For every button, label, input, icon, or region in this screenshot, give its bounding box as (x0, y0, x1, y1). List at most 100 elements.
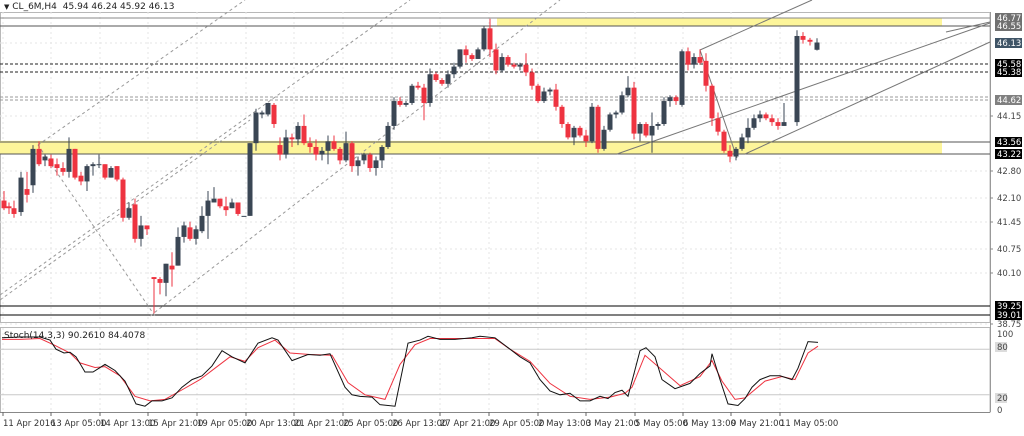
candle[interactable] (499, 53, 505, 73)
candle[interactable] (661, 97, 667, 126)
candle[interactable] (439, 78, 445, 86)
candle[interactable] (343, 131, 349, 163)
candle[interactable] (577, 125, 583, 138)
candle[interactable] (703, 53, 709, 92)
candle[interactable] (114, 166, 120, 182)
candle[interactable] (685, 47, 691, 71)
support-resistance-zone[interactable] (497, 18, 942, 27)
candle[interactable] (631, 81, 637, 140)
candle[interactable] (469, 53, 475, 61)
candle[interactable] (241, 215, 247, 217)
candle[interactable] (481, 26, 487, 52)
candle[interactable] (223, 196, 229, 216)
candle[interactable] (721, 129, 727, 153)
channel-line-dotted[interactable] (149, 0, 561, 317)
candle[interactable] (253, 108, 259, 151)
candle[interactable] (54, 158, 60, 176)
candle[interactable] (613, 110, 619, 119)
candle[interactable] (319, 146, 325, 161)
candle[interactable] (709, 83, 715, 126)
candle[interactable] (511, 62, 517, 69)
candle[interactable] (163, 263, 169, 297)
candle[interactable] (800, 32, 806, 44)
candle[interactable] (193, 225, 199, 245)
candle[interactable] (90, 162, 96, 176)
candle[interactable] (48, 154, 54, 169)
candle[interactable] (487, 18, 493, 58)
candle[interactable] (697, 49, 703, 65)
candle[interactable] (144, 225, 150, 236)
candle[interactable] (277, 137, 283, 161)
candle[interactable] (451, 62, 457, 79)
candle[interactable] (463, 45, 469, 63)
candle[interactable] (217, 198, 223, 209)
candle[interactable] (385, 122, 391, 149)
candle[interactable] (30, 145, 36, 193)
candle[interactable] (36, 141, 42, 167)
candle[interactable] (78, 171, 84, 186)
candle[interactable] (199, 206, 205, 234)
candle[interactable] (120, 177, 126, 222)
candle[interactable] (126, 202, 132, 220)
channel-line-dotted[interactable] (0, 0, 411, 296)
candle[interactable] (745, 118, 751, 144)
candle[interactable] (691, 53, 697, 69)
candle[interactable] (403, 101, 409, 107)
candle[interactable] (715, 112, 721, 136)
candle[interactable] (655, 122, 661, 130)
candle[interactable] (373, 156, 379, 176)
candle[interactable] (60, 162, 66, 176)
candle[interactable] (361, 152, 367, 165)
candle[interactable] (169, 252, 175, 287)
candle[interactable] (541, 87, 547, 103)
candle[interactable] (475, 47, 481, 59)
candle[interactable] (349, 141, 355, 172)
candle[interactable] (18, 171, 24, 216)
candle[interactable] (607, 112, 613, 132)
price-line-connector[interactable] (945, 21, 991, 33)
candle[interactable] (775, 118, 781, 130)
candle[interactable] (517, 62, 523, 71)
candle[interactable] (247, 143, 253, 216)
candle[interactable] (679, 49, 685, 107)
candle[interactable] (211, 187, 217, 203)
candle[interactable] (301, 114, 307, 146)
candle[interactable] (727, 145, 733, 163)
candle[interactable] (421, 83, 427, 121)
channel-line-solid[interactable] (699, 0, 813, 51)
candle[interactable] (265, 102, 271, 117)
channel-line-solid[interactable] (616, 22, 991, 155)
candle[interactable] (157, 277, 163, 295)
channel-line-solid[interactable] (744, 41, 991, 155)
candle[interactable] (24, 171, 30, 203)
candle[interactable] (427, 68, 433, 107)
candle[interactable] (739, 133, 745, 151)
candle[interactable] (751, 114, 757, 130)
candle[interactable] (523, 53, 529, 77)
candle[interactable] (547, 87, 553, 96)
trend-line-dotted[interactable] (37, 144, 156, 317)
candle[interactable] (175, 227, 181, 266)
candle[interactable] (132, 198, 138, 243)
candle[interactable] (794, 30, 800, 126)
candle[interactable] (11, 200, 17, 218)
candle[interactable] (295, 122, 301, 146)
candle[interactable] (529, 68, 535, 90)
candle[interactable] (757, 110, 763, 123)
candle[interactable] (643, 122, 649, 138)
candle[interactable] (391, 97, 397, 130)
candle[interactable] (619, 91, 625, 115)
candle[interactable] (433, 72, 439, 82)
candle[interactable] (667, 95, 673, 107)
candle[interactable] (151, 277, 157, 314)
candle[interactable] (66, 137, 72, 178)
candle[interactable] (397, 97, 403, 107)
candle[interactable] (649, 112, 655, 153)
candle[interactable] (6, 202, 12, 214)
candle[interactable] (559, 104, 565, 128)
support-resistance-zone[interactable] (0, 140, 942, 154)
candle[interactable] (96, 154, 102, 169)
candle[interactable] (781, 102, 787, 126)
candle[interactable] (595, 104, 601, 153)
